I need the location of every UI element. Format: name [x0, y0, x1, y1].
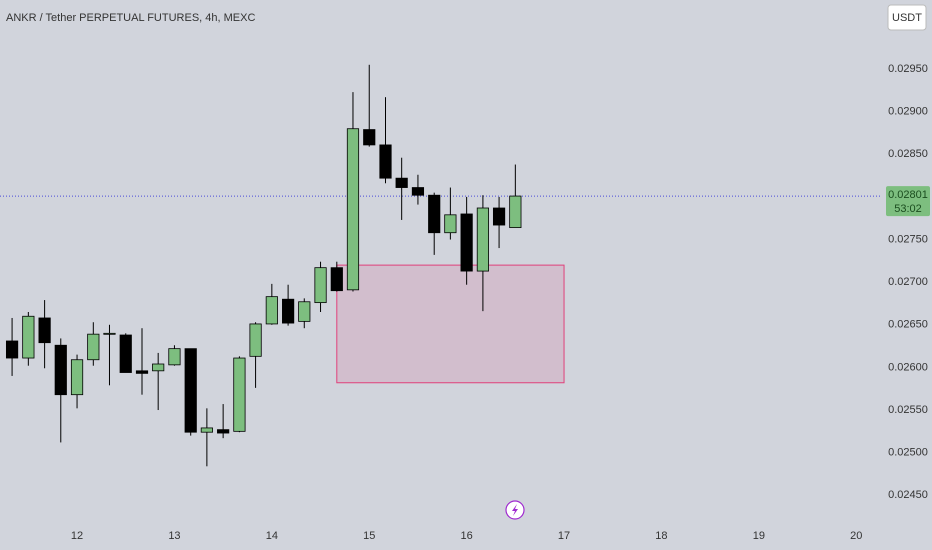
candle-body	[70, 359, 84, 396]
candle-body	[282, 298, 295, 324]
last-price-box	[886, 186, 930, 217]
candle-body	[363, 129, 376, 146]
candle-body	[395, 177, 408, 188]
candle-body	[411, 187, 425, 196]
candle-body	[54, 344, 67, 396]
candle-body	[152, 363, 165, 372]
candle-body	[217, 429, 230, 434]
candle-body	[314, 267, 327, 304]
y-tick-label: 0.02600	[888, 361, 928, 373]
x-tick-label: 17	[558, 530, 570, 542]
candle-body	[298, 301, 311, 322]
x-tick-label: 12	[71, 530, 83, 542]
y-tick-label: 0.02750	[888, 233, 928, 245]
candle-body	[476, 207, 489, 272]
currency-label[interactable]: USDT	[892, 12, 922, 24]
candle-body	[509, 195, 522, 229]
lightning	[512, 504, 518, 516]
x-tick-label: 18	[655, 530, 667, 542]
y-tick-label: 0.02950	[888, 63, 928, 75]
candle-body	[103, 332, 116, 335]
x-tick-label: 20	[850, 530, 862, 542]
candle-body	[444, 214, 457, 234]
x-tick-label: 15	[363, 530, 375, 542]
candle-body	[492, 207, 506, 226]
y-tick-label: 0.02850	[888, 148, 928, 160]
candle-body	[5, 340, 19, 359]
candle-body	[330, 267, 343, 292]
candle-body	[168, 348, 181, 366]
x-tick-label: 19	[753, 530, 765, 542]
candle-body	[460, 213, 473, 272]
y-tick-label: 0.02450	[888, 489, 928, 501]
chart-title: ANKR / Tether PERPETUAL FUTURES, 4h, MEX…	[6, 12, 255, 24]
candle-body	[200, 427, 213, 433]
candle-body	[87, 333, 100, 361]
countdown-label: 53:02	[894, 203, 922, 215]
candle-body	[265, 296, 278, 325]
y-tick-label: 0.02650	[888, 319, 928, 331]
y-tick-label: 0.02900	[888, 106, 928, 118]
y-tick-label: 0.02550	[888, 404, 928, 416]
zone	[336, 264, 565, 384]
currency-button[interactable]	[887, 4, 927, 31]
candle-body	[22, 315, 35, 359]
x-tick-label: 14	[266, 530, 278, 542]
y-tick-label: 0.02700	[888, 276, 928, 288]
x-tick-label: 13	[168, 530, 180, 542]
y-tick-label: 0.02500	[888, 447, 928, 459]
x-tick-label: 16	[461, 530, 473, 542]
candle-body	[346, 128, 360, 291]
candle-body	[379, 144, 392, 179]
candle-body	[428, 194, 441, 234]
candle-body	[249, 323, 262, 357]
last-price-label: 0.02801	[888, 189, 928, 201]
candle-body	[119, 334, 132, 373]
candle-body	[38, 317, 51, 344]
candle-body	[184, 348, 197, 433]
candle-body	[233, 357, 246, 432]
candle-body	[135, 370, 149, 374]
